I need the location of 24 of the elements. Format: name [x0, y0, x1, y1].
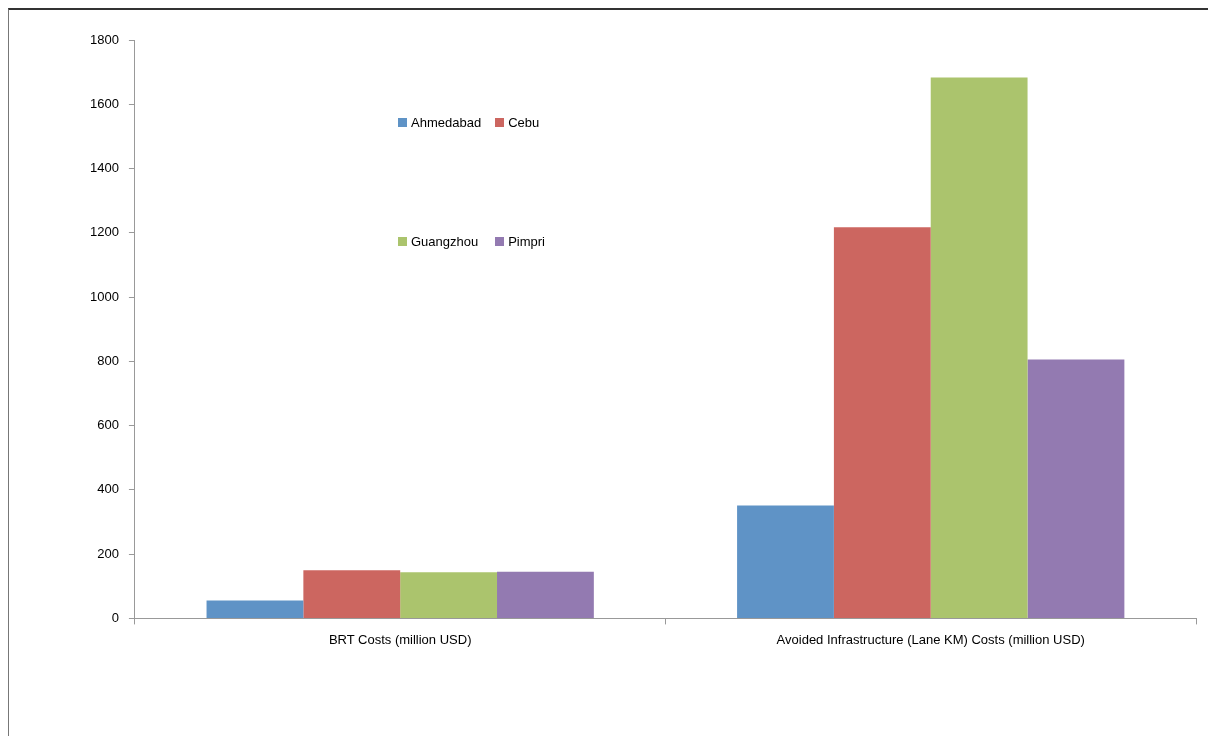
legend-label: Guangzhou [411, 234, 479, 249]
y-tick-label: 800 [97, 352, 119, 368]
bar [930, 77, 1028, 618]
legend-label: Cebu [508, 115, 540, 130]
bar [1027, 359, 1125, 618]
y-tick-label: 1000 [90, 288, 119, 304]
y-tick-label: 1200 [90, 224, 119, 240]
x-tick-label: BRT Costs (million USD) [328, 631, 472, 647]
legend-label: Ahmedabad [411, 115, 482, 130]
bar [206, 600, 304, 618]
y-tick-label: 0 [111, 609, 119, 625]
y-tick-label: 1600 [90, 95, 119, 111]
y-tick-label: 1400 [90, 160, 119, 176]
x-tick-label: Avoided Infrastructure (Lane KM) Costs (million USD) [776, 631, 1085, 647]
bar [400, 572, 498, 618]
legend-label: Pimpri [508, 234, 545, 249]
y-tick-label: 600 [97, 417, 119, 433]
bar [497, 571, 594, 618]
bar [303, 570, 401, 618]
bar [833, 227, 931, 618]
y-tick-label: 1800 [90, 31, 119, 47]
y-tick-label: 400 [97, 481, 119, 497]
y-tick-label: 200 [97, 545, 119, 561]
bar [737, 505, 834, 618]
